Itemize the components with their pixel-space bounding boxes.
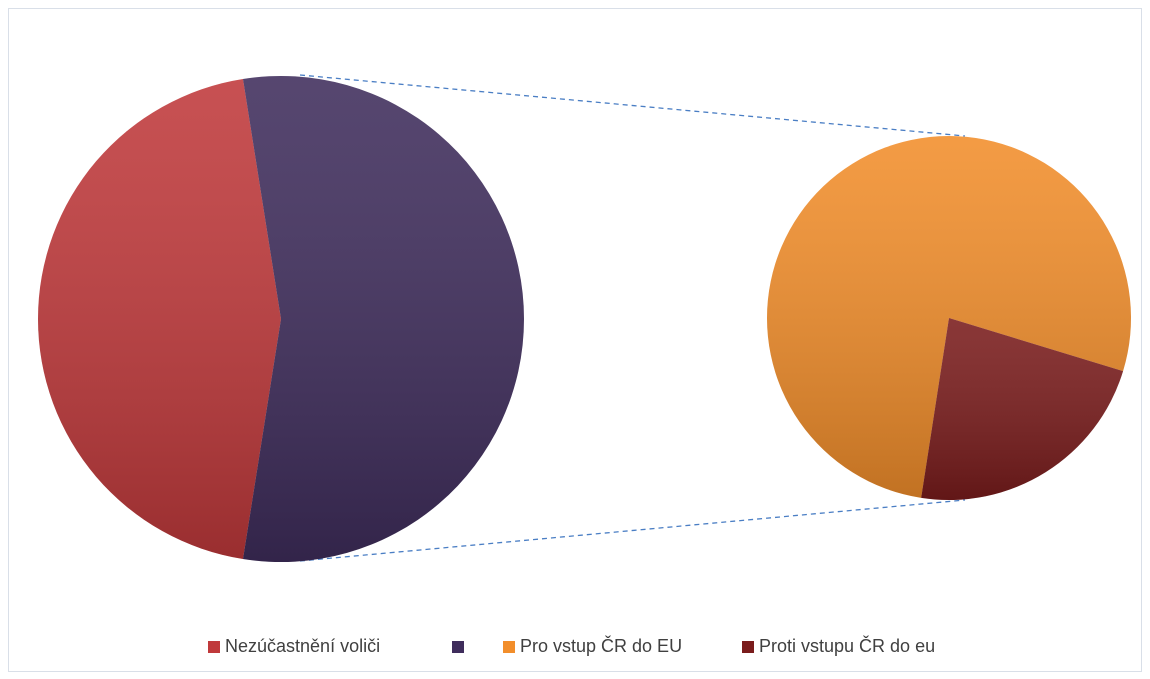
slice-shade [767,136,1131,498]
slice-shade [38,78,281,560]
legend-label: Pro vstup ČR do EU [520,635,682,656]
connector-line [299,499,966,562]
slice-shade [921,318,1124,500]
slice-shade [242,75,525,563]
legend-swatch [208,641,220,653]
legend-label: Proti vstupu ČR do eu [759,635,935,656]
legend-swatch [452,641,464,653]
connector-line [299,74,966,137]
legend-swatch [503,641,515,653]
legend-swatch [742,641,754,653]
legend-label: Nezúčastnění voliči [225,636,380,656]
